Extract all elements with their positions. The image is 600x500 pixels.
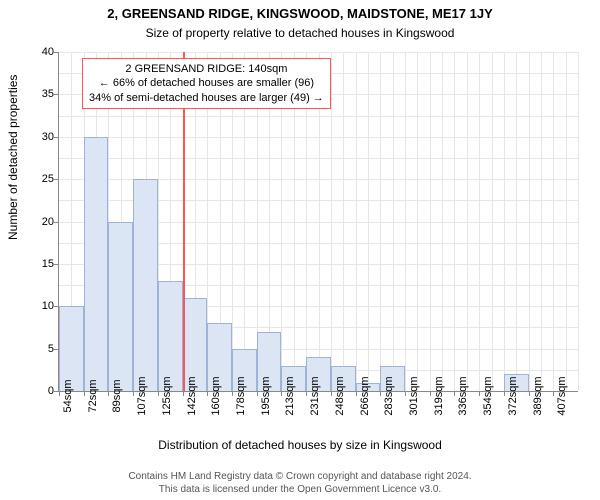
x-tick-label: 231sqm — [309, 376, 321, 415]
annotation-line3: 34% of semi-detached houses are larger (… — [89, 91, 324, 105]
x-tick-label: 283sqm — [383, 376, 395, 415]
histogram-bar — [158, 281, 183, 391]
x-tick-label: 389sqm — [532, 376, 544, 415]
x-tick-label: 125sqm — [161, 376, 173, 415]
y-tick-label: 30 — [14, 131, 54, 143]
x-tick-label: 89sqm — [111, 379, 123, 412]
chart-title-subtitle: Size of property relative to detached ho… — [0, 26, 600, 40]
annotation-box: 2 GREENSAND RIDGE: 140sqm← 66% of detach… — [82, 58, 331, 109]
attribution-text: Contains HM Land Registry data © Crown c… — [0, 471, 600, 496]
x-tick-label: 372sqm — [507, 376, 519, 415]
x-tick-label: 407sqm — [556, 376, 568, 415]
x-tick-label: 195sqm — [260, 376, 272, 415]
histogram-bar — [133, 179, 158, 391]
chart-container: 2, GREENSAND RIDGE, KINGSWOOD, MAIDSTONE… — [0, 0, 600, 500]
chart-title-address: 2, GREENSAND RIDGE, KINGSWOOD, MAIDSTONE… — [0, 6, 600, 21]
y-tick-label: 5 — [14, 343, 54, 355]
x-axis-label: Distribution of detached houses by size … — [0, 438, 600, 452]
x-tick-label: 336sqm — [457, 376, 469, 415]
x-tick-label: 266sqm — [359, 376, 371, 415]
y-tick-label: 10 — [14, 300, 54, 312]
x-tick-label: 354sqm — [482, 376, 494, 415]
x-tick-label: 213sqm — [284, 376, 296, 415]
y-tick-label: 15 — [14, 258, 54, 270]
x-tick-label: 54sqm — [62, 379, 74, 412]
histogram-bar — [108, 222, 133, 392]
histogram-bar — [59, 306, 84, 391]
y-tick-label: 0 — [14, 385, 54, 397]
x-tick-label: 301sqm — [408, 376, 420, 415]
x-tick-label: 107sqm — [136, 376, 148, 415]
x-tick-label: 178sqm — [235, 376, 247, 415]
annotation-line1: 2 GREENSAND RIDGE: 140sqm — [89, 62, 324, 76]
y-tick-label: 20 — [14, 216, 54, 228]
x-tick-label: 142sqm — [186, 376, 198, 415]
annotation-line2: ← 66% of detached houses are smaller (96… — [89, 76, 324, 90]
y-tick-label: 35 — [14, 88, 54, 100]
y-tick-label: 40 — [14, 46, 54, 58]
x-tick-label: 319sqm — [433, 376, 445, 415]
x-tick-label: 72sqm — [87, 379, 99, 412]
x-tick-label: 248sqm — [334, 376, 346, 415]
histogram-bar — [84, 137, 109, 391]
x-tick-label: 160sqm — [210, 376, 222, 415]
y-tick-label: 25 — [14, 173, 54, 185]
